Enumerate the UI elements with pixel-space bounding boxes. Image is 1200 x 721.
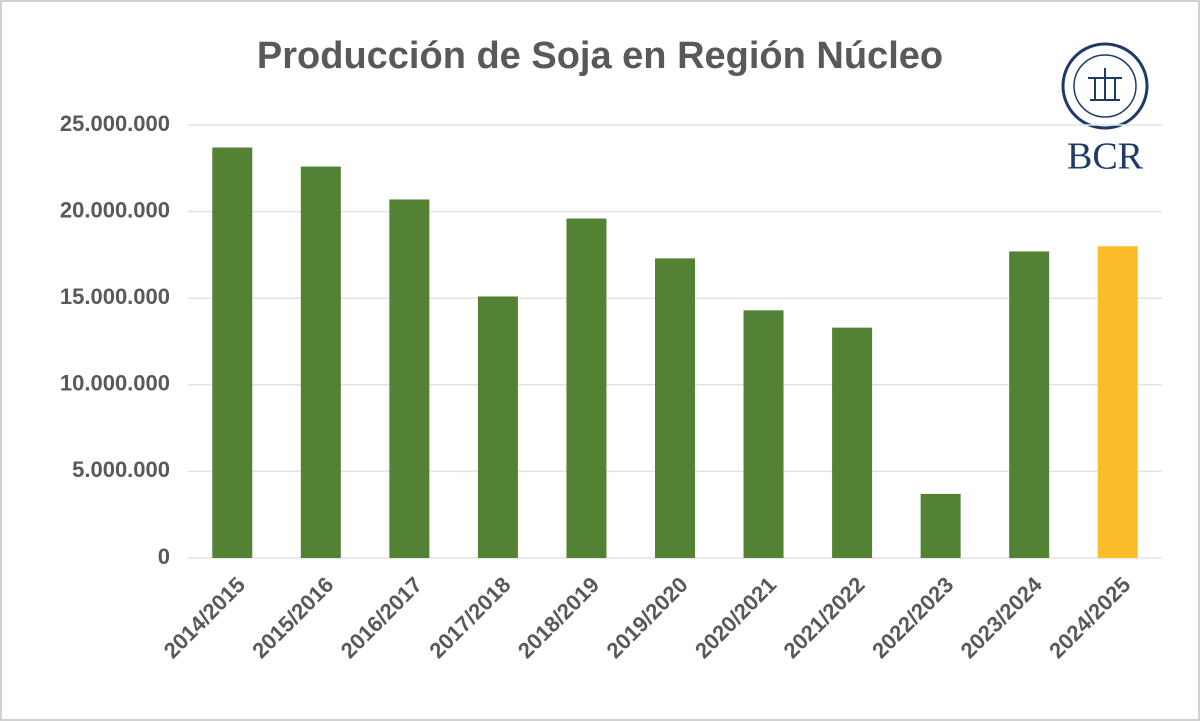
bar [300, 166, 341, 558]
logo-seal-inner [1073, 54, 1137, 118]
chart-title: Producción de Soja en Región Núcleo [257, 35, 943, 77]
bar [566, 218, 607, 558]
y-tick-label: 5.000.000 [72, 457, 170, 482]
bar [832, 327, 873, 558]
bar [1009, 251, 1050, 558]
bar [212, 147, 253, 559]
logo-text: BCR [1067, 136, 1144, 178]
y-tick-label: 15.000.000 [60, 284, 170, 309]
y-tick-label: 10.000.000 [60, 371, 170, 396]
bar [655, 258, 695, 558]
y-tick-label: 0 [158, 544, 170, 569]
y-tick-label: 20.000.000 [60, 197, 170, 222]
bar [1097, 246, 1138, 559]
bar [389, 199, 430, 558]
logo-emblem [1088, 68, 1122, 101]
logo: BCR [1061, 42, 1149, 178]
bar [477, 296, 518, 558]
bar [743, 310, 784, 558]
y-tick-label: 25.000.000 [60, 111, 170, 136]
logo-seal [1061, 42, 1149, 130]
bar [920, 493, 961, 558]
